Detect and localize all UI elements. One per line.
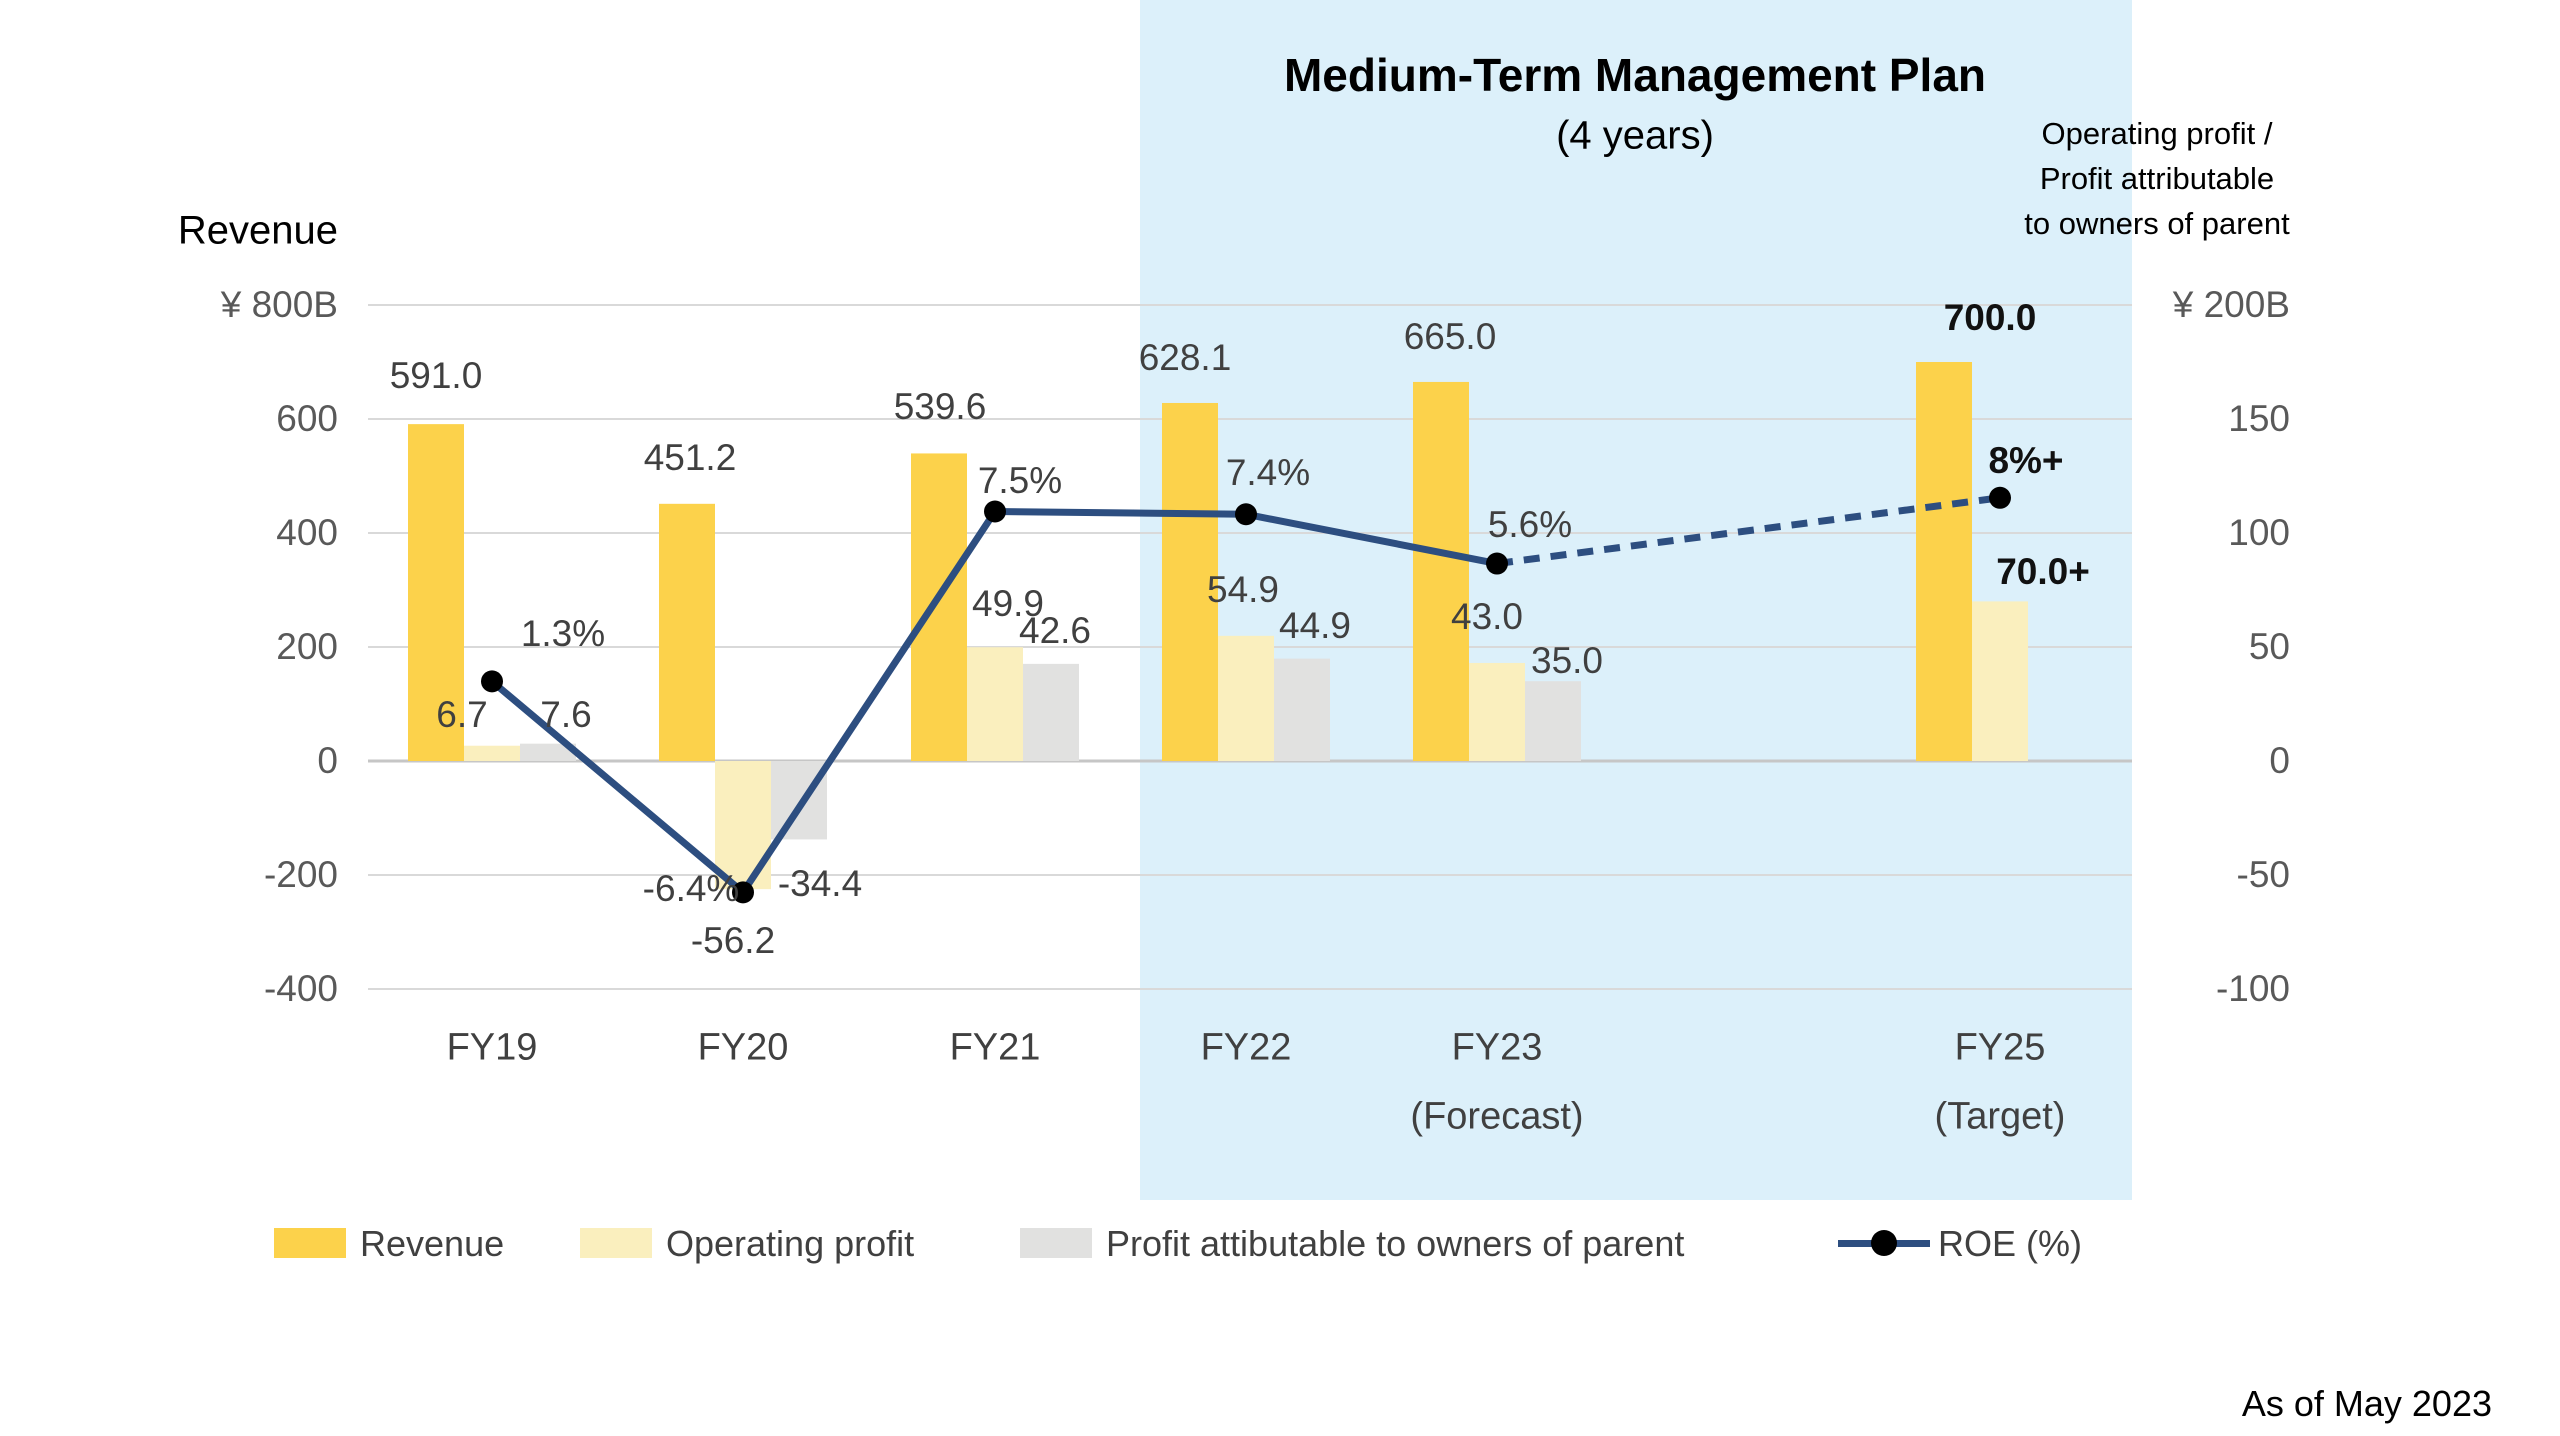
left-axis-tick-200: 200 [276, 626, 338, 667]
right-axis-tick-0: 0 [2269, 740, 2290, 781]
profit-value-fy23: 35.0 [1530, 640, 1604, 681]
right-axis-note-line3: to owners of parent [2024, 206, 2290, 241]
legend-swatch-profit-attributable [1020, 1228, 1092, 1258]
left-axis-tick-0: 0 [317, 740, 338, 781]
chart-title: Medium-Term Management Plan [1283, 49, 1987, 101]
x-label-fy20: FY20 [697, 1026, 789, 1069]
roe-label-fy19: 1.3% [520, 613, 606, 654]
as-of-date: As of May 2023 [2241, 1383, 2492, 1424]
left-axis-title: Revenue [177, 208, 338, 253]
legend-swatch-operating-profit [580, 1228, 652, 1258]
roe-label-fy23: 5.6% [1487, 504, 1573, 545]
left-axis-tick-neg200: -200 [263, 854, 338, 895]
opprofit-value-fy25: 70.0+ [1996, 551, 2090, 592]
legend-swatch-revenue [274, 1228, 346, 1258]
x-label-fy19: FY19 [446, 1026, 538, 1069]
legend-label-operating-profit: Operating profit [666, 1223, 915, 1264]
right-axis-tick-150: 150 [2228, 398, 2290, 439]
left-axis-tick-600: 600 [276, 398, 338, 439]
left-axis-tick-neg400: -400 [263, 968, 338, 1009]
chart-subtitle: (4 years) [1556, 113, 1714, 158]
revenue-value-fy22: 628.1 [1138, 337, 1232, 378]
right-axis-tick-neg50: -50 [2236, 854, 2290, 895]
profit-value-fy22: 44.9 [1278, 605, 1352, 646]
revenue-value-fy19: 591.0 [389, 355, 483, 396]
x-sublabel-forecast: (Forecast) [1410, 1095, 1584, 1138]
legend-label-profit-attributable: Profit attibutable to owners of parent [1106, 1223, 1685, 1264]
roe-label-fy22: 7.4% [1225, 452, 1311, 493]
profit-value-fy19: 7.6 [540, 694, 592, 735]
right-axis-note-line1: Operating profit / [2041, 116, 2273, 151]
opprofit-value-fy22: 54.9 [1206, 569, 1280, 610]
legend-roe-marker-icon [1871, 1230, 1897, 1256]
right-axis-tick-200: ¥ 200B [2172, 284, 2290, 325]
x-label-fy22: FY22 [1200, 1026, 1292, 1069]
legend-label-revenue: Revenue [360, 1223, 505, 1264]
revenue-value-fy25: 700.0 [1943, 297, 2037, 338]
roe-label-fy20: -6.4% [642, 868, 740, 909]
right-axis-tick-50: 50 [2248, 626, 2290, 667]
x-label-fy23: FY23 [1451, 1026, 1543, 1069]
left-axis-tick-800: ¥ 800B [220, 284, 338, 325]
x-label-fy21: FY21 [949, 1026, 1041, 1069]
x-sublabel-target: (Target) [1934, 1095, 2066, 1138]
right-axis-note-line2: Profit attributable [2039, 161, 2275, 196]
profit-value-fy20: -34.4 [777, 863, 863, 904]
right-axis-tick-neg100: -100 [2215, 968, 2290, 1009]
roe-label-fy25: 8%+ [1988, 440, 2064, 481]
legend-label-roe: ROE (%) [1938, 1223, 2082, 1264]
revenue-value-fy23: 665.0 [1403, 316, 1497, 357]
revenue-value-fy20: 451.2 [643, 437, 737, 478]
roe-label-fy21: 7.5% [977, 460, 1063, 501]
profit-value-fy21: 42.6 [1018, 610, 1092, 651]
opprofit-value-fy23: 43.0 [1450, 596, 1524, 637]
right-axis-tick-100: 100 [2228, 512, 2290, 553]
revenue-value-fy21: 539.6 [893, 386, 987, 427]
x-label-fy25: FY25 [1954, 1026, 2046, 1069]
left-axis-tick-400: 400 [276, 512, 338, 553]
opprofit-value-fy19: 6.7 [436, 694, 488, 735]
opprofit-value-fy21: 49.9 [971, 583, 1045, 624]
opprofit-value-fy20: -56.2 [690, 920, 776, 961]
